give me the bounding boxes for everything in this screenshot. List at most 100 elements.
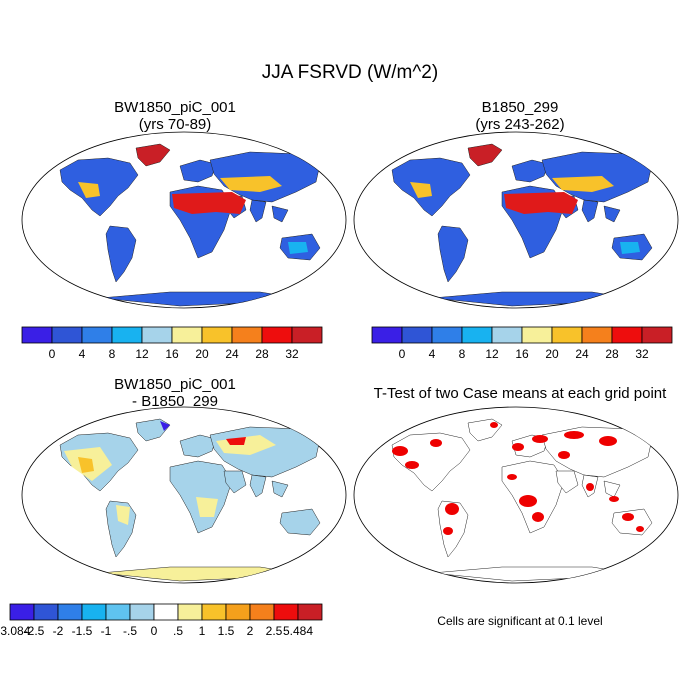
colorbar-box-9 [641, 326, 673, 344]
land-arabia [555, 470, 579, 494]
colorbar-label-11: 2.5 [266, 624, 283, 638]
desert-central-asia [220, 176, 282, 192]
colorbar-box-4 [105, 603, 131, 621]
colorbar-box-7 [581, 326, 613, 344]
colorbar-box-0 [21, 326, 53, 344]
diff-samerica-pos [116, 505, 130, 525]
colorbar-box-5 [129, 603, 155, 621]
diff-namerica-high [78, 457, 94, 473]
significant-cell-0 [392, 446, 408, 456]
colorbar-box-0 [9, 603, 35, 621]
panel3-title-line2: - B1850_299 [132, 393, 218, 410]
significant-cell-14 [609, 496, 619, 502]
land-europe [179, 159, 217, 183]
land-india [581, 199, 599, 223]
colorbar-box-6 [201, 326, 233, 344]
panel2-title-line1: B1850_299 [481, 99, 559, 116]
colorbar-box-4 [141, 326, 173, 344]
colorbar-box-7 [177, 603, 203, 621]
significant-cell-5 [512, 443, 524, 451]
significant-cell-6 [532, 435, 548, 443]
map-panel-2 [353, 131, 679, 309]
colorbar-label-1: -2.5 [24, 624, 45, 638]
land-india [249, 474, 267, 498]
desert-namerica [410, 182, 432, 198]
colorbar-label-2: -2 [53, 624, 64, 638]
map-panel-4 [353, 406, 679, 584]
land-samerica [437, 500, 469, 558]
colorbar-box-8 [201, 603, 227, 621]
desert-central-asia [552, 176, 614, 192]
land-samerica [105, 225, 137, 283]
significant-cell-1 [405, 461, 419, 469]
colorbar-panel-1: 0 4 8 12 16 20 24 28 32 [21, 326, 323, 361]
colorbar-box-1 [33, 603, 59, 621]
land-europe [179, 434, 217, 458]
significant-cell-15 [622, 513, 634, 521]
panel2-title-line2: (yrs 243-262) [475, 116, 565, 133]
land-group [59, 143, 321, 307]
colorbar-label-2: 8 [109, 347, 116, 361]
colorbar-label-3: 12 [485, 347, 499, 361]
significant-cell-7 [564, 431, 584, 439]
colorbar-label-1: 4 [429, 347, 436, 361]
colorbar-box-8 [611, 326, 643, 344]
land-namerica [391, 157, 471, 217]
land-greenland [135, 143, 171, 167]
significant-cell-11 [532, 512, 544, 522]
colorbar-label-6: 0 [151, 624, 158, 638]
colorbar-label-4: 16 [515, 347, 529, 361]
land-europe [511, 159, 549, 183]
colorbar-box-9 [225, 603, 251, 621]
significant-cell-3 [445, 503, 459, 515]
colorbar-label-5: 20 [545, 347, 559, 361]
map-panel-3 [21, 406, 347, 584]
colorbar-label-7: 28 [255, 347, 269, 361]
land-group [391, 418, 653, 582]
colorbar-panel-3: -13.084-2.5 -2 -1.5 -1 -.5 0 .5 1 1.5 2 2.55.484 [0, 603, 323, 638]
colorbar-box-3 [81, 603, 107, 621]
colorbar-label-4: -1 [101, 624, 112, 638]
colorbar-label-5: -.5 [123, 624, 137, 638]
land-seasia [271, 205, 289, 223]
land-india [249, 199, 267, 223]
colorbar-box-1 [51, 326, 83, 344]
colorbar-label-8: 32 [285, 347, 299, 361]
diff-asia-high [226, 437, 246, 445]
colorbar-label-5: 20 [195, 347, 209, 361]
land-greenland [467, 143, 503, 167]
significant-cell-10 [519, 495, 537, 507]
colorbar-box-2 [81, 326, 113, 344]
colorbar-box-5 [171, 326, 203, 344]
significant-cell-2 [430, 439, 442, 447]
significant-cell-17 [490, 422, 498, 428]
panel3-title: BW1850_piC_001 - B1850_299 [10, 376, 340, 410]
significance-note: Cells are significant at 0.1 level [437, 614, 603, 628]
panel4-title: T-Test of two Case means at each grid po… [355, 385, 685, 402]
colorbar-box-2 [431, 326, 463, 344]
desert-sahara [504, 192, 578, 214]
diff-africa-pos [196, 497, 218, 517]
colorbar-label-12: 5.484 [283, 624, 313, 638]
desert-namerica [78, 182, 100, 198]
colorbar-label-10: 2 [247, 624, 254, 638]
colorbar-label-1: 4 [79, 347, 86, 361]
colorbar-label-6: 24 [225, 347, 239, 361]
colorbar-box-6 [153, 603, 179, 621]
colorbar-panel-2: 0 4 8 12 16 20 24 28 32 [371, 326, 673, 361]
colorbar-box-3 [461, 326, 493, 344]
colorbar-label-0: -13.084 [0, 624, 31, 638]
significant-cell-12 [507, 474, 517, 480]
land-seasia [603, 205, 621, 223]
colorbar-label-4: 16 [165, 347, 179, 361]
land-samerica [437, 225, 469, 283]
desert-australia [288, 242, 308, 254]
colorbar-box-2 [57, 603, 83, 621]
colorbar-label-8: 32 [635, 347, 649, 361]
panel3-title-line1: BW1850_piC_001 [114, 376, 236, 393]
land-seasia [271, 480, 289, 498]
colorbar-label-3: 12 [135, 347, 149, 361]
land-arabia [223, 470, 247, 494]
colorbar-label-7: .5 [173, 624, 183, 638]
colorbar-label-0: 0 [49, 347, 56, 361]
